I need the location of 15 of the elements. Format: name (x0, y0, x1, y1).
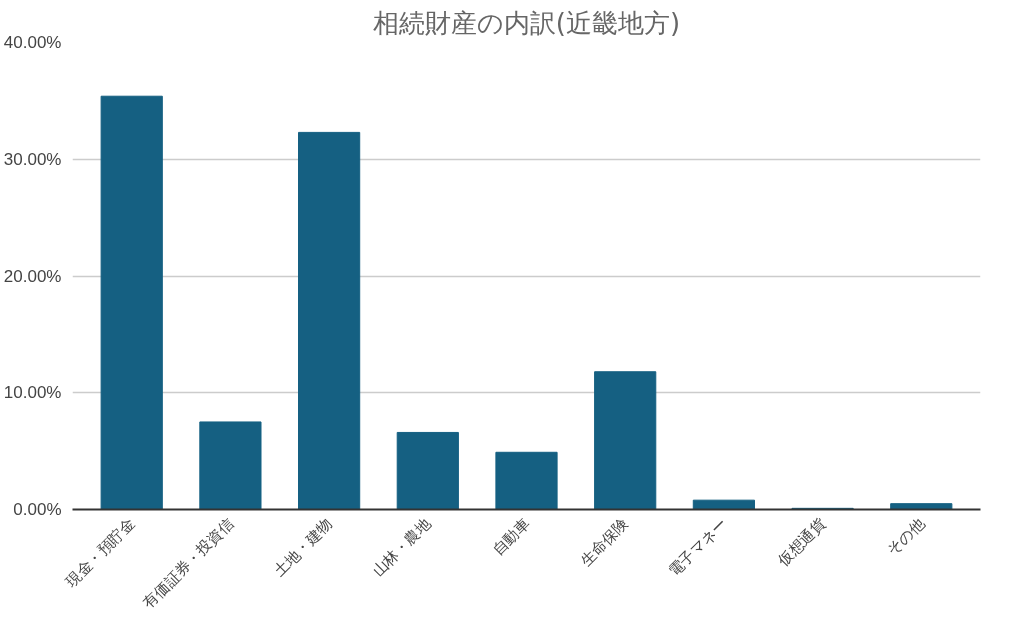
x-tick-label: 生命保険 (576, 514, 632, 569)
y-tick-label: 30.00% (3, 149, 62, 169)
x-tick-label: 土地・建物 (270, 514, 336, 580)
chart-title: 相続財産の内訳(近畿地方) (372, 7, 681, 38)
x-tick-label: 仮想通貨 (773, 514, 829, 570)
x-tick-label: その他 (883, 514, 928, 559)
x-tick-label: 電子マネー (664, 514, 730, 580)
y-tick-label: 20.00% (3, 266, 62, 286)
x-tick-label: 現金・預貯金 (62, 514, 138, 591)
y-tick-label: 40.00% (3, 33, 62, 52)
x-tick-label: 有価証券・投資信 (139, 514, 237, 612)
y-tick-label: 10.00% (3, 383, 62, 403)
y-tick-label: 0.00% (13, 500, 62, 519)
x-tick-label: 自動車 (488, 514, 533, 559)
x-tick-label: 山林・農地 (368, 514, 434, 580)
